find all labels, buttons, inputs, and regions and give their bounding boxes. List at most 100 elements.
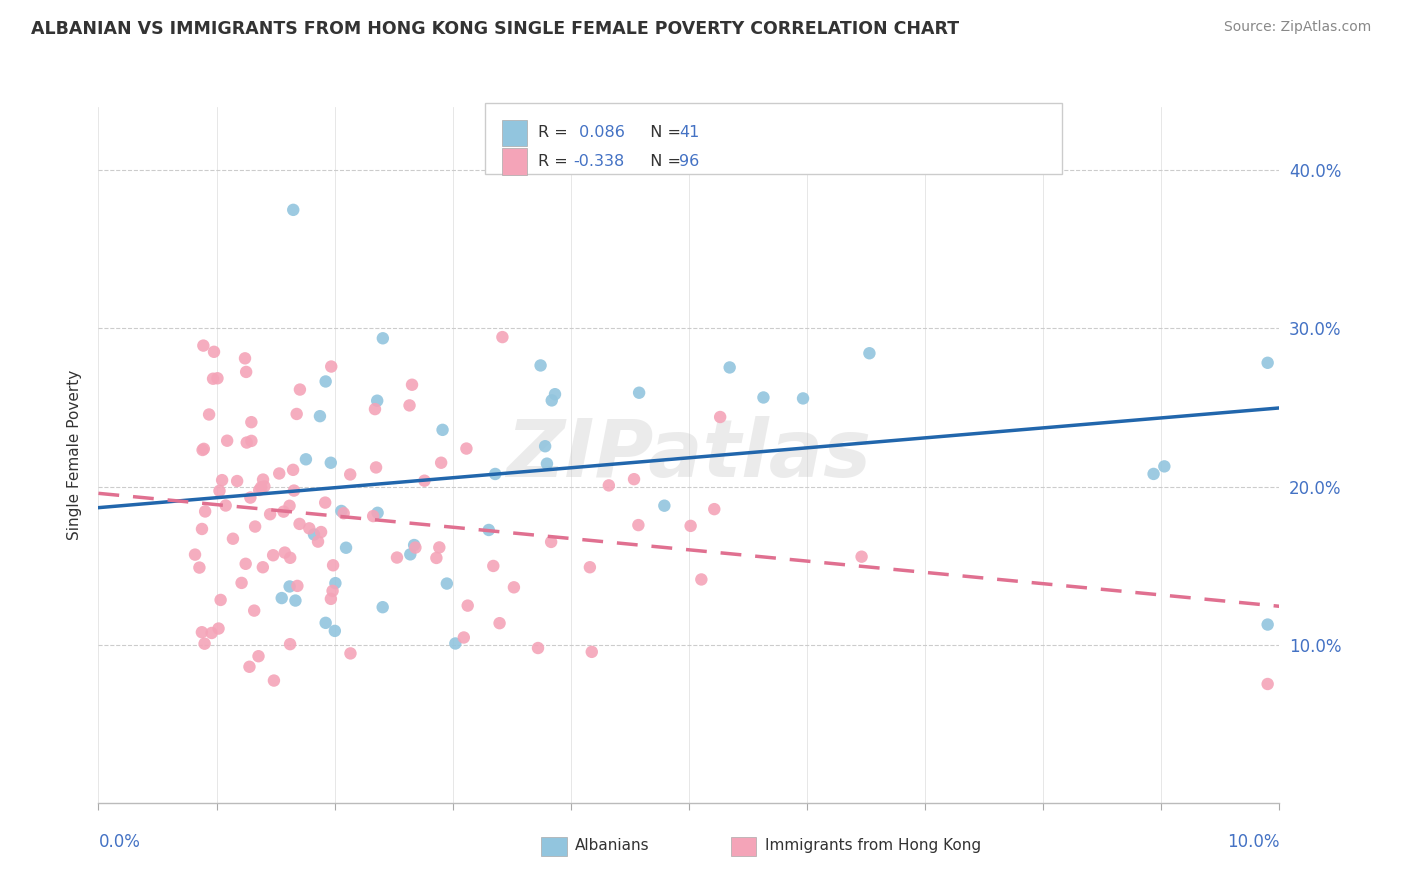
- Point: [858, 346, 880, 360]
- Point: [202, 344, 225, 359]
- Point: [332, 506, 354, 520]
- Point: [413, 474, 436, 488]
- Point: [295, 452, 318, 467]
- Point: [488, 616, 510, 631]
- Point: [302, 527, 325, 541]
- Point: [371, 331, 394, 345]
- Point: [335, 541, 357, 555]
- Point: [401, 377, 423, 392]
- Point: [398, 398, 420, 412]
- Point: [285, 407, 308, 421]
- Point: [690, 573, 713, 587]
- Point: [278, 637, 301, 651]
- Point: [322, 558, 344, 573]
- Point: [540, 535, 562, 549]
- Point: [247, 483, 270, 497]
- Point: [330, 504, 353, 518]
- Point: [278, 579, 301, 593]
- Point: [709, 409, 731, 424]
- Point: [361, 509, 384, 524]
- Point: [654, 499, 676, 513]
- Point: [315, 375, 337, 389]
- Point: [209, 593, 232, 607]
- Text: R =: R =: [538, 154, 574, 169]
- Point: [540, 393, 562, 408]
- Point: [222, 532, 245, 546]
- Point: [233, 351, 256, 366]
- Point: [425, 550, 447, 565]
- Point: [1257, 677, 1279, 691]
- Point: [240, 434, 263, 448]
- Point: [367, 506, 389, 520]
- Point: [278, 499, 301, 513]
- Point: [238, 660, 260, 674]
- Point: [253, 479, 276, 493]
- Point: [605, 131, 627, 145]
- Point: [1257, 617, 1279, 632]
- Point: [184, 548, 207, 562]
- Point: [247, 649, 270, 664]
- Point: [235, 557, 257, 571]
- Point: [307, 534, 329, 549]
- Point: [385, 550, 408, 565]
- Point: [235, 435, 257, 450]
- Point: [339, 467, 361, 482]
- Point: [536, 457, 558, 471]
- Point: [193, 338, 215, 352]
- Point: [252, 560, 274, 574]
- Point: [281, 463, 304, 477]
- Point: [491, 330, 513, 344]
- Point: [273, 505, 295, 519]
- Text: ALBANIAN VS IMMIGRANTS FROM HONG KONG SINGLE FEMALE POVERTY CORRELATION CHART: ALBANIAN VS IMMIGRANTS FROM HONG KONG SI…: [31, 20, 959, 37]
- Text: Immigrants from Hong Kong: Immigrants from Hong Kong: [765, 838, 981, 853]
- Point: [250, 480, 273, 494]
- Text: ZIPatlas: ZIPatlas: [506, 416, 872, 494]
- Point: [404, 538, 426, 552]
- Point: [323, 624, 346, 638]
- Text: N =: N =: [640, 154, 686, 169]
- Point: [718, 360, 741, 375]
- Text: 0.0%: 0.0%: [98, 833, 141, 851]
- Point: [371, 600, 394, 615]
- Point: [315, 615, 337, 630]
- Point: [194, 637, 217, 651]
- Point: [226, 474, 249, 488]
- Text: Source: ZipAtlas.com: Source: ZipAtlas.com: [1223, 20, 1371, 34]
- Point: [287, 579, 309, 593]
- Point: [215, 499, 238, 513]
- Point: [457, 599, 479, 613]
- Point: [243, 519, 266, 533]
- Point: [325, 576, 347, 591]
- Point: [579, 560, 602, 574]
- Text: Albanians: Albanians: [575, 838, 650, 853]
- Point: [364, 460, 387, 475]
- Point: [322, 583, 344, 598]
- Text: 96: 96: [679, 154, 699, 169]
- Point: [193, 442, 215, 456]
- Text: -0.338: -0.338: [574, 154, 624, 169]
- Point: [527, 640, 550, 655]
- Point: [453, 631, 475, 645]
- Point: [628, 385, 651, 400]
- Point: [278, 550, 301, 565]
- Point: [201, 626, 224, 640]
- Point: [235, 365, 257, 379]
- Point: [211, 473, 233, 487]
- Point: [1257, 356, 1279, 370]
- Point: [269, 467, 291, 481]
- Point: [298, 521, 321, 535]
- Point: [240, 415, 263, 429]
- Text: 10.0%: 10.0%: [1227, 833, 1279, 851]
- Point: [263, 673, 285, 688]
- Point: [456, 442, 478, 456]
- Point: [202, 372, 225, 386]
- Point: [581, 645, 603, 659]
- Text: 41: 41: [679, 126, 699, 140]
- Point: [427, 541, 450, 555]
- Point: [314, 495, 336, 509]
- Text: 0.086: 0.086: [574, 126, 624, 140]
- Point: [529, 359, 551, 373]
- Point: [679, 519, 702, 533]
- Point: [283, 483, 305, 498]
- Point: [436, 576, 458, 591]
